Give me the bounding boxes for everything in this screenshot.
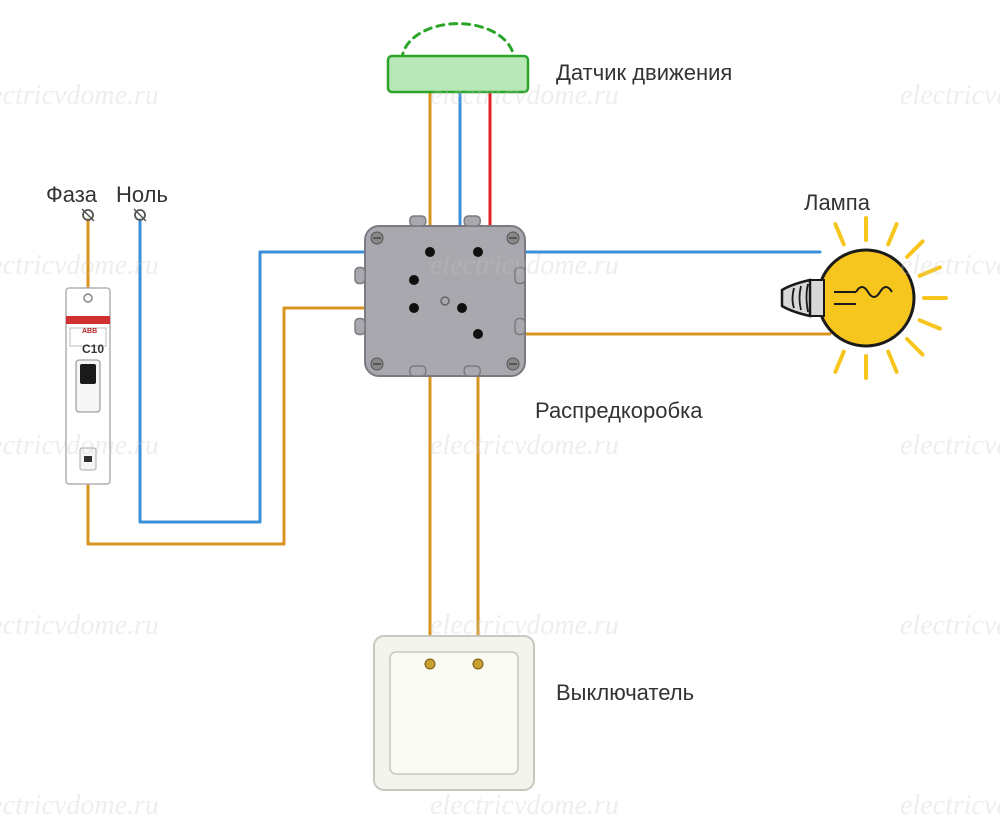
wire-node [425,247,435,257]
wire-node [457,303,467,313]
junction-box [355,216,525,376]
wire-node [409,275,419,285]
wire-node [473,247,483,257]
wiring-diagram: electricvdome.ruelectricvdome.ruelectric… [0,0,1000,824]
diagram-svg [0,0,1000,824]
circuit-breaker [66,288,110,484]
label-lamp: Лампа [804,190,870,216]
label-breaker_brand: ABB [82,328,97,335]
label-neutral: Ноль [116,182,168,208]
label-phase: Фаза [46,182,97,208]
motion-sensor [388,24,528,92]
label-breaker_code: C10 [82,342,104,356]
lamp-icon [782,218,946,378]
wall-switch [374,636,534,790]
label-junction: Распредкоробка [535,398,702,424]
wire-node [409,303,419,313]
label-motion: Датчик движения [556,60,732,86]
label-switch: Выключатель [556,680,694,706]
wire-node [473,329,483,339]
